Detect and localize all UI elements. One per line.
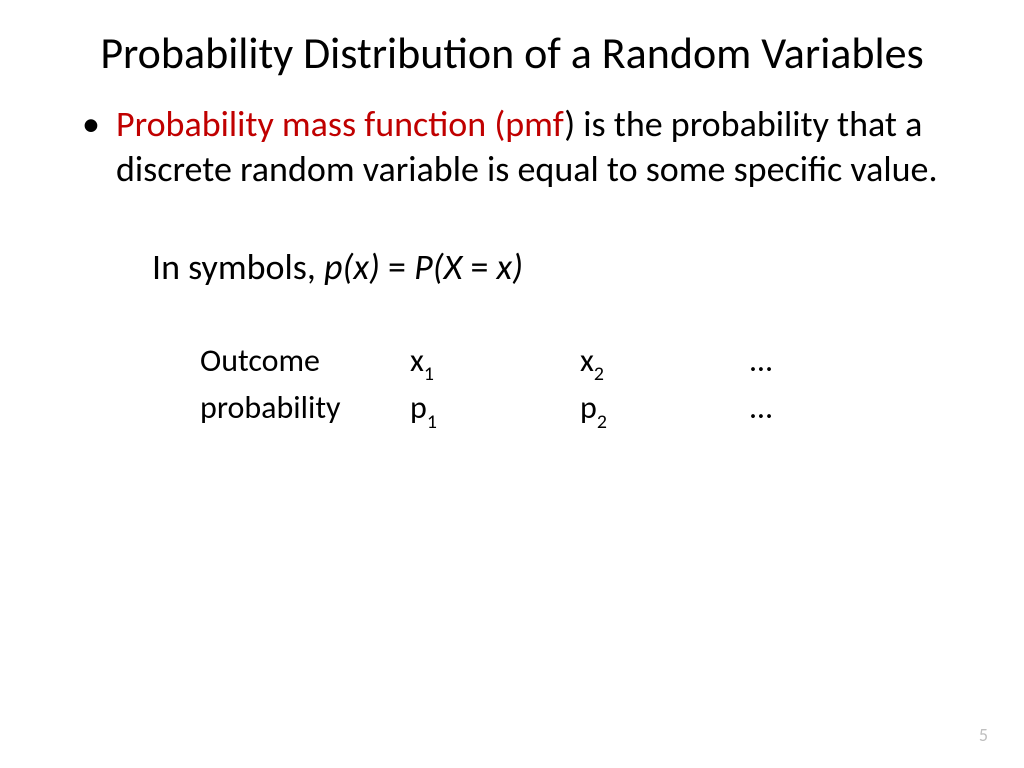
row1-c2: x2 [580, 339, 750, 386]
row2-c2-base: p [580, 388, 597, 427]
row2-c1: p1 [410, 386, 580, 433]
symbols-prefix: In symbols, [152, 245, 324, 289]
row2-c1-sub: 1 [427, 410, 437, 434]
row2-dots: … [750, 386, 810, 433]
row2-c1-base: p [410, 388, 427, 427]
symbols-lhs: p(x) [324, 245, 380, 289]
row1-c2-sub: 2 [594, 362, 604, 386]
symbols-line: In symbols, p(x) = P(X = x) [152, 245, 944, 289]
slide-title: Probability Distribution of a Random Var… [80, 28, 944, 80]
symbols-eq1: = [380, 245, 414, 289]
row2-c2-sub: 2 [597, 410, 607, 434]
symbols-rhs: P(X [414, 245, 470, 289]
row1-c1: x1 [410, 339, 580, 386]
table-row: Outcome x1 x2 … [200, 339, 944, 386]
slide: Probability Distribution of a Random Var… [0, 0, 1024, 768]
bullet-item: • Probability mass function (pmf) is the… [80, 102, 944, 193]
row2-c2: p2 [580, 386, 750, 433]
page-number: 5 [979, 724, 988, 746]
bullet-highlight-text: Probability mass function (pmf [116, 102, 564, 146]
symbols-x: x) [497, 245, 524, 289]
table-row: probability p1 p2 … [200, 386, 944, 433]
row1-c1-base: x [410, 341, 424, 380]
bullet-marker: • [82, 102, 100, 147]
row2-label: probability [200, 386, 410, 433]
pmf-table: Outcome x1 x2 … probability p1 p2 … [200, 339, 944, 433]
row1-label: Outcome [200, 339, 410, 386]
row1-c2-base: x [580, 341, 594, 380]
symbols-eq2: = [470, 245, 496, 289]
row1-dots: … [750, 339, 810, 386]
row1-c1-sub: 1 [424, 362, 434, 386]
